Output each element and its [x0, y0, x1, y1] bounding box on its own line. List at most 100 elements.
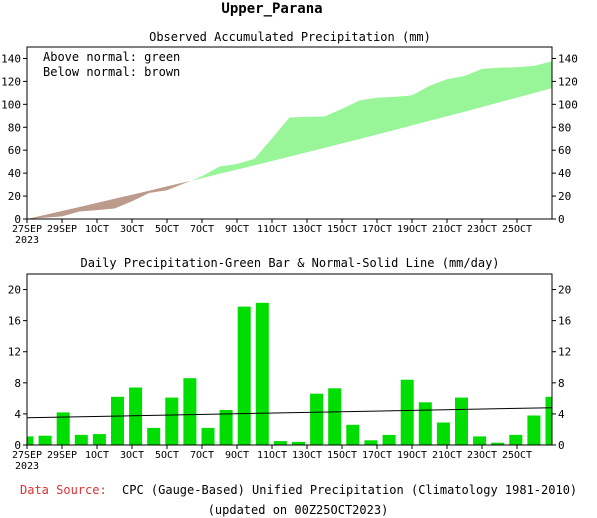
daily-bar	[310, 393, 324, 445]
data-source-text: CPC (Gauge-Based) Unified Precipitation …	[122, 483, 577, 497]
daily-bar	[147, 427, 161, 445]
daily-bar	[400, 379, 414, 445]
x-tick-label: 25OCT	[502, 450, 532, 461]
x-tick-label: 11OCT	[257, 224, 287, 235]
x-tick-label: 3OCT	[120, 224, 144, 235]
x-tick-label: 15OCT	[327, 450, 357, 461]
daily-bar	[27, 436, 34, 445]
y-tick-label: 16	[8, 315, 21, 328]
y-tick-label: 0	[558, 213, 565, 226]
y-tick-label: 0	[14, 213, 21, 226]
y-tick-label: 8	[14, 377, 21, 390]
x-tick-label: 13OCT	[292, 450, 322, 461]
y-tick-label: 20	[8, 190, 21, 203]
y-tick-label: 40	[8, 167, 21, 180]
x-tick-label: 21OCT	[432, 224, 462, 235]
y-tick-label: 140	[1, 52, 21, 65]
y-tick-label: 40	[558, 167, 571, 180]
daily-bar	[328, 388, 342, 445]
x-tick-label: 5OCT	[155, 224, 179, 235]
daily-bar	[183, 378, 197, 445]
daily-bar	[74, 434, 88, 445]
y-tick-label: 80	[558, 121, 571, 134]
daily-bar	[237, 306, 251, 445]
daily-bar	[382, 434, 396, 445]
daily-bar	[129, 387, 143, 445]
updated-note: (updated on 00Z25OCT2023)	[208, 503, 389, 517]
accumulated-chart-title: Observed Accumulated Precipitation (mm)	[149, 30, 431, 44]
daily-chart: Daily Precipitation-Green Bar & Normal-S…	[8, 256, 572, 472]
x-tick-label: 17OCT	[362, 224, 392, 235]
x-tick-label: 25OCT	[502, 224, 532, 235]
x-tick-label: 27SEP	[12, 224, 42, 235]
plot-frame	[26, 273, 553, 446]
daily-bar	[545, 396, 552, 445]
x-tick-label: 19OCT	[397, 224, 427, 235]
daily-bar	[273, 441, 287, 445]
daily-bar	[255, 302, 269, 445]
daily-bar	[527, 415, 541, 445]
y-tick-label: 12	[8, 346, 21, 359]
daily-bar	[56, 412, 70, 445]
x-tick-label: 9OCT	[225, 224, 249, 235]
plot-frame	[26, 46, 553, 220]
y-tick-label: 140	[558, 52, 578, 65]
y-tick-label: 0	[558, 439, 565, 452]
daily-bar	[292, 441, 305, 445]
above-normal-note: Above normal: green	[43, 50, 180, 64]
x-tick-label: 15OCT	[327, 224, 357, 235]
y-tick-label: 100	[1, 98, 21, 111]
x-tick-label: 23OCT	[467, 224, 497, 235]
data-source-label: Data Source:	[20, 483, 107, 497]
x-tick-label: 5OCT	[155, 450, 179, 461]
daily-bar	[491, 442, 505, 445]
y-tick-label: 120	[558, 75, 578, 88]
y-tick-label: 20	[558, 190, 571, 203]
y-tick-label: 20	[8, 284, 21, 297]
daily-bar	[436, 422, 450, 445]
x-tick-label: 19OCT	[397, 450, 427, 461]
page-title: Upper_Parana	[221, 1, 322, 17]
y-tick-label: 80	[8, 121, 21, 134]
daily-bar	[92, 434, 106, 445]
x-tick-label: 7OCT	[190, 224, 214, 235]
x-tick-label: 17OCT	[362, 450, 392, 461]
daily-bar	[201, 427, 215, 445]
x-tick-label: 27SEP	[12, 450, 42, 461]
daily-bar	[219, 410, 233, 445]
y-tick-label: 60	[8, 144, 21, 157]
y-tick-label: 20	[558, 284, 571, 297]
x-tick-label: 29SEP	[47, 224, 77, 235]
daily-bar	[509, 434, 523, 445]
x-tick-label: 7OCT	[190, 450, 214, 461]
below-normal-note: Below normal: brown	[43, 65, 180, 79]
normal-line	[26, 407, 553, 419]
y-tick-label: 60	[558, 144, 571, 157]
y-tick-label: 12	[558, 346, 571, 359]
y-tick-label: 0	[14, 439, 21, 452]
x-tick-label: 1OCT	[85, 450, 109, 461]
daily-bar	[455, 397, 468, 445]
daily-bar	[165, 397, 179, 445]
x-tick-label: 23OCT	[467, 450, 497, 461]
daily-chart-title: Daily Precipitation-Green Bar & Normal-S…	[80, 256, 499, 270]
daily-bar	[346, 424, 360, 445]
x-tick-label: 21OCT	[432, 450, 462, 461]
x-year-label: 2023	[15, 235, 39, 246]
daily-bar	[473, 436, 487, 445]
y-tick-label: 8	[558, 377, 565, 390]
daily-bar	[418, 402, 432, 445]
x-tick-label: 3OCT	[120, 450, 144, 461]
above-normal-band	[191, 61, 552, 181]
x-year-label: 2023	[15, 461, 39, 472]
bar-group	[27, 302, 552, 445]
y-tick-label: 4	[558, 408, 565, 421]
daily-bar	[364, 440, 378, 445]
daily-bar	[38, 435, 52, 445]
below-normal-band	[27, 180, 192, 219]
x-tick-label: 9OCT	[225, 450, 249, 461]
y-tick-label: 16	[558, 315, 571, 328]
x-tick-label: 13OCT	[292, 224, 322, 235]
daily-bar	[111, 396, 124, 445]
